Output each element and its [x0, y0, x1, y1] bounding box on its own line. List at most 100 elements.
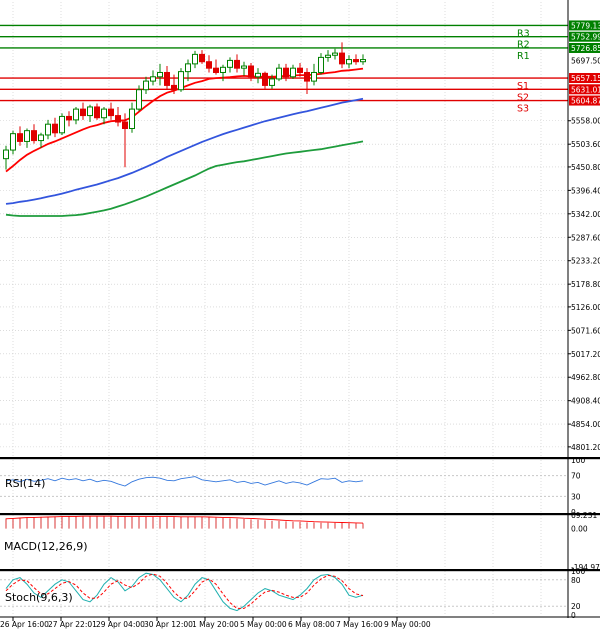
level-price-tag-s3-bg [569, 95, 600, 106]
candle-body [185, 63, 191, 73]
candle-body [332, 52, 338, 56]
candle-body [45, 123, 51, 136]
stoch-axis-label: 0 [571, 611, 576, 620]
time-tick-label: 26 Apr 16:00 [0, 620, 49, 629]
ma-fast-line [5, 67, 364, 173]
candle-body [143, 80, 149, 91]
candle-body [213, 67, 219, 73]
price-axis: 5558.00 5503.60 5450.80 5396.40 5342.00 5287.… [568, 117, 600, 620]
macd-panel-label: MACD(12,26,9) [4, 540, 88, 553]
candle-body [262, 72, 268, 86]
candle-body [325, 54, 331, 58]
candle-body [59, 115, 65, 134]
candle-body [136, 89, 142, 110]
candle-body [24, 130, 30, 142]
candle-body [101, 108, 107, 119]
candle-body [339, 52, 345, 65]
candle-body [17, 133, 23, 142]
candle-body [164, 71, 170, 86]
rsi-panel-label: RSI(14) [5, 477, 45, 490]
stoch-axis-label: 80 [571, 576, 581, 585]
candle-body [290, 67, 296, 78]
price-tick-label: 5178.80 [571, 280, 600, 289]
candle-body [206, 61, 212, 69]
level-label-s2: S2 [517, 92, 529, 103]
price-tick-label: 5558.00 [571, 117, 600, 126]
candle-body [52, 123, 58, 134]
ma-slow-line [5, 140, 364, 217]
candle-body [150, 76, 156, 82]
chart-frame [0, 0, 600, 618]
candle-body [122, 121, 128, 130]
level-price-tag-s2: 5631.01 [571, 85, 600, 94]
moving-averages [5, 67, 364, 217]
candle-body [227, 59, 233, 68]
candle-body [360, 59, 366, 63]
candle-body [283, 67, 289, 78]
level-price-tag-r1: 5726.85 [571, 44, 600, 53]
candle-body [178, 71, 184, 91]
macd-axis-label: 0.00 [571, 525, 588, 534]
candle-body [87, 106, 93, 117]
candle-body [171, 84, 177, 91]
price-tick-label: 5450.80 [571, 163, 600, 172]
macd-axis-label: -194.977 [571, 563, 600, 572]
price-tick-label: 5396.40 [571, 186, 600, 195]
stoch-axis-label: 20 [571, 602, 581, 611]
time-tick-label: 6 May 08:00 [288, 620, 335, 629]
candle-body [80, 108, 86, 117]
level-label-r3: R3 [517, 28, 530, 39]
level-price-tag-s1: 5657.15 [571, 74, 600, 83]
candle-body [255, 72, 261, 78]
level-price-tag-s1-bg [569, 73, 600, 84]
panel-separator [0, 569, 600, 572]
price-tick-label: 4908.40 [571, 397, 600, 406]
stoch-signal-line [5, 573, 364, 609]
price-tick-label: 4801.20 [571, 443, 600, 452]
ma-mid-line [5, 97, 364, 205]
last-price-tag-bg [569, 55, 600, 66]
level-price-tag-r2-bg [569, 31, 600, 42]
candle-body [234, 59, 240, 69]
level-label-s1: S1 [517, 81, 529, 92]
candle-body [31, 130, 37, 142]
time-tick-label: 29 Apr 04:00 [96, 620, 145, 629]
candle-body [115, 115, 121, 123]
candle-body [3, 149, 9, 160]
price-tags: 5779.13 5752.99 5726.85 5657.15 5631.01 5604.… [569, 20, 600, 106]
price-tick-label: 5233.20 [571, 257, 600, 266]
candle-body [318, 56, 324, 73]
candle-body [38, 134, 44, 142]
level-price-tag-r2: 5752.99 [571, 33, 600, 42]
time-tick-label: 5 May 00:00 [240, 620, 287, 629]
level-price-tag-s2-bg [569, 84, 600, 95]
level-price-tag-r1-bg [569, 42, 600, 53]
last-price-tag: 5697.50 [571, 57, 600, 66]
rsi-axis-label: 0 [571, 508, 576, 517]
candle-body [66, 115, 72, 121]
price-tick-label: 5126.00 [571, 303, 600, 312]
candle-body [192, 53, 198, 65]
macd-signal-line [5, 515, 364, 524]
candle-body [108, 108, 114, 117]
candle-body [129, 108, 135, 130]
candle-body [346, 59, 352, 65]
candle-body [220, 66, 226, 73]
candle-body [10, 133, 16, 151]
candle-body [297, 67, 303, 73]
rsi-line [5, 476, 364, 487]
rsi-axis-label: 100 [571, 456, 586, 465]
time-tick-label: 1 May 20:00 [192, 620, 239, 629]
price-tick-label: 5287.60 [571, 233, 600, 242]
price-tick-label: 5017.20 [571, 350, 600, 359]
candlesticks [3, 42, 366, 170]
rsi-axis-label: 70 [571, 472, 581, 481]
candle-body [157, 71, 163, 78]
candle-body [269, 78, 275, 86]
macd-axis-label: 69.231 [571, 511, 597, 520]
candle-body [304, 71, 310, 82]
level-price-tag-r3-bg [569, 20, 600, 31]
panel-separator [0, 513, 600, 516]
